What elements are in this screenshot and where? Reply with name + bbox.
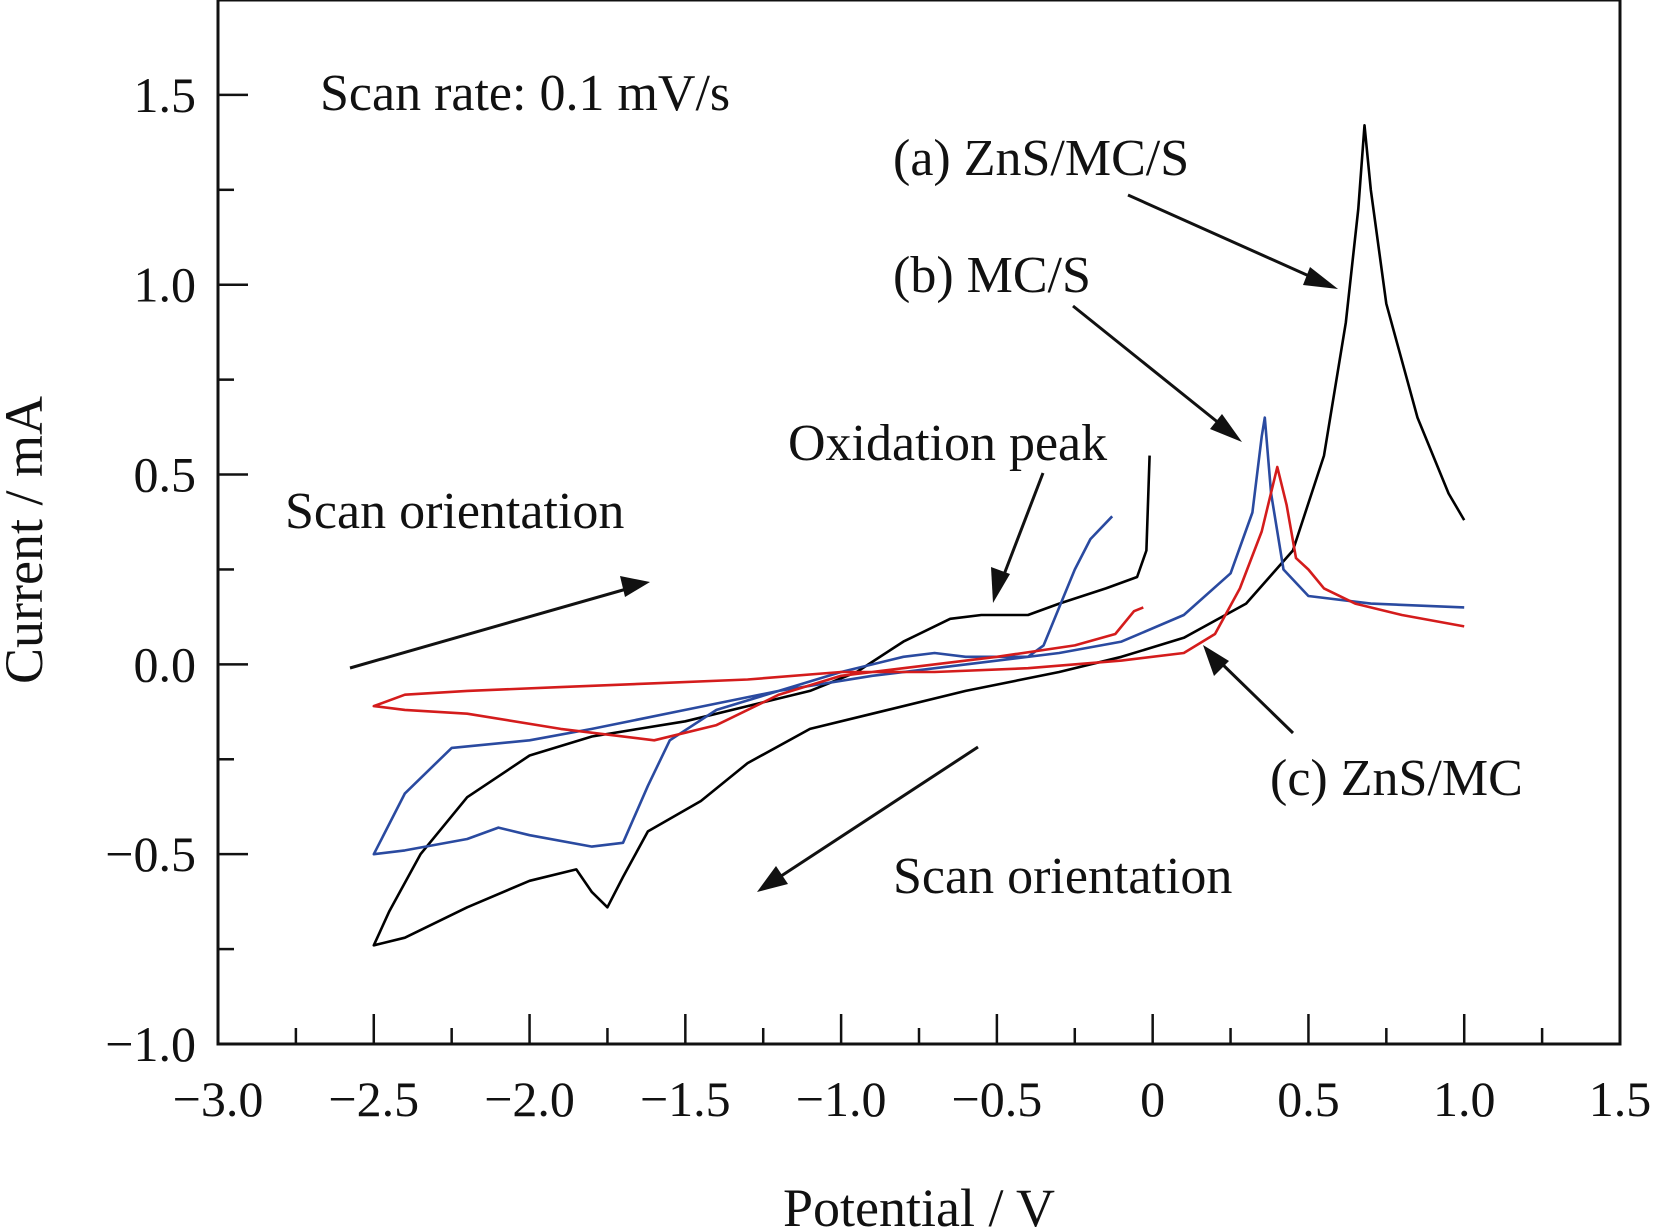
y-tick-label: −0.5	[105, 826, 196, 882]
x-tick-label: −1.0	[796, 1071, 887, 1127]
y-tick-label: 1.5	[134, 67, 197, 123]
y-axis-tick-labels: −1.0 −0.5 0.0 0.5 1.0 1.5	[105, 67, 196, 1072]
x-tick-label: 0	[1140, 1071, 1165, 1127]
y-axis-title: Current / mA	[0, 396, 54, 684]
y-tick-label: 0.0	[134, 636, 197, 692]
scan-rate-label: Scan rate: 0.1 mV/s	[320, 65, 730, 122]
x-tick-label: 1.0	[1433, 1071, 1496, 1127]
x-tick-label: −0.5	[952, 1071, 1043, 1127]
x-axis-title: Potential / V	[783, 1178, 1055, 1232]
y-tick-label: −1.0	[105, 1016, 196, 1072]
y-tick-label: 1.0	[134, 257, 197, 313]
x-axis-ticks	[216, 1014, 1622, 1044]
series-c-label: (c) ZnS/MC	[1270, 750, 1523, 807]
arrow-series-a	[1127, 193, 1338, 289]
series-lines	[372, 124, 1466, 947]
arrow-oxidation-peak	[991, 472, 1045, 603]
series-line-a	[372, 124, 1466, 947]
x-tick-label: 0.5	[1277, 1071, 1340, 1127]
series-b-label: (b) MC/S	[893, 247, 1091, 304]
series-a-label: (a) ZnS/MC/S	[893, 130, 1189, 187]
arrow-series-c	[1203, 645, 1295, 735]
y-axis-ticks	[218, 0, 248, 1046]
series-line-b	[372, 416, 1465, 856]
scan-orientation-top-label: Scan orientation	[285, 483, 624, 540]
oxidation-peak-label: Oxidation peak	[788, 415, 1107, 472]
y-tick-label: 0.5	[134, 447, 197, 503]
arrow-scan-orientation-top	[349, 576, 650, 670]
x-tick-label: −3.0	[173, 1071, 264, 1127]
series-line-c	[372, 465, 1465, 742]
scan-orientation-bottom-label: Scan orientation	[893, 848, 1232, 905]
x-tick-label: 1.5	[1589, 1071, 1652, 1127]
arrow-series-b	[1072, 304, 1242, 442]
x-tick-label: −2.5	[328, 1071, 419, 1127]
x-axis-tick-labels: −3.0 −2.5 −2.0 −1.5 −1.0 −0.5 0 0.5 1.0 1.5	[173, 1071, 1652, 1127]
arrow-scan-orientation-bottom	[757, 745, 979, 892]
x-tick-label: −2.0	[484, 1071, 575, 1127]
x-tick-label: −1.5	[640, 1071, 731, 1127]
